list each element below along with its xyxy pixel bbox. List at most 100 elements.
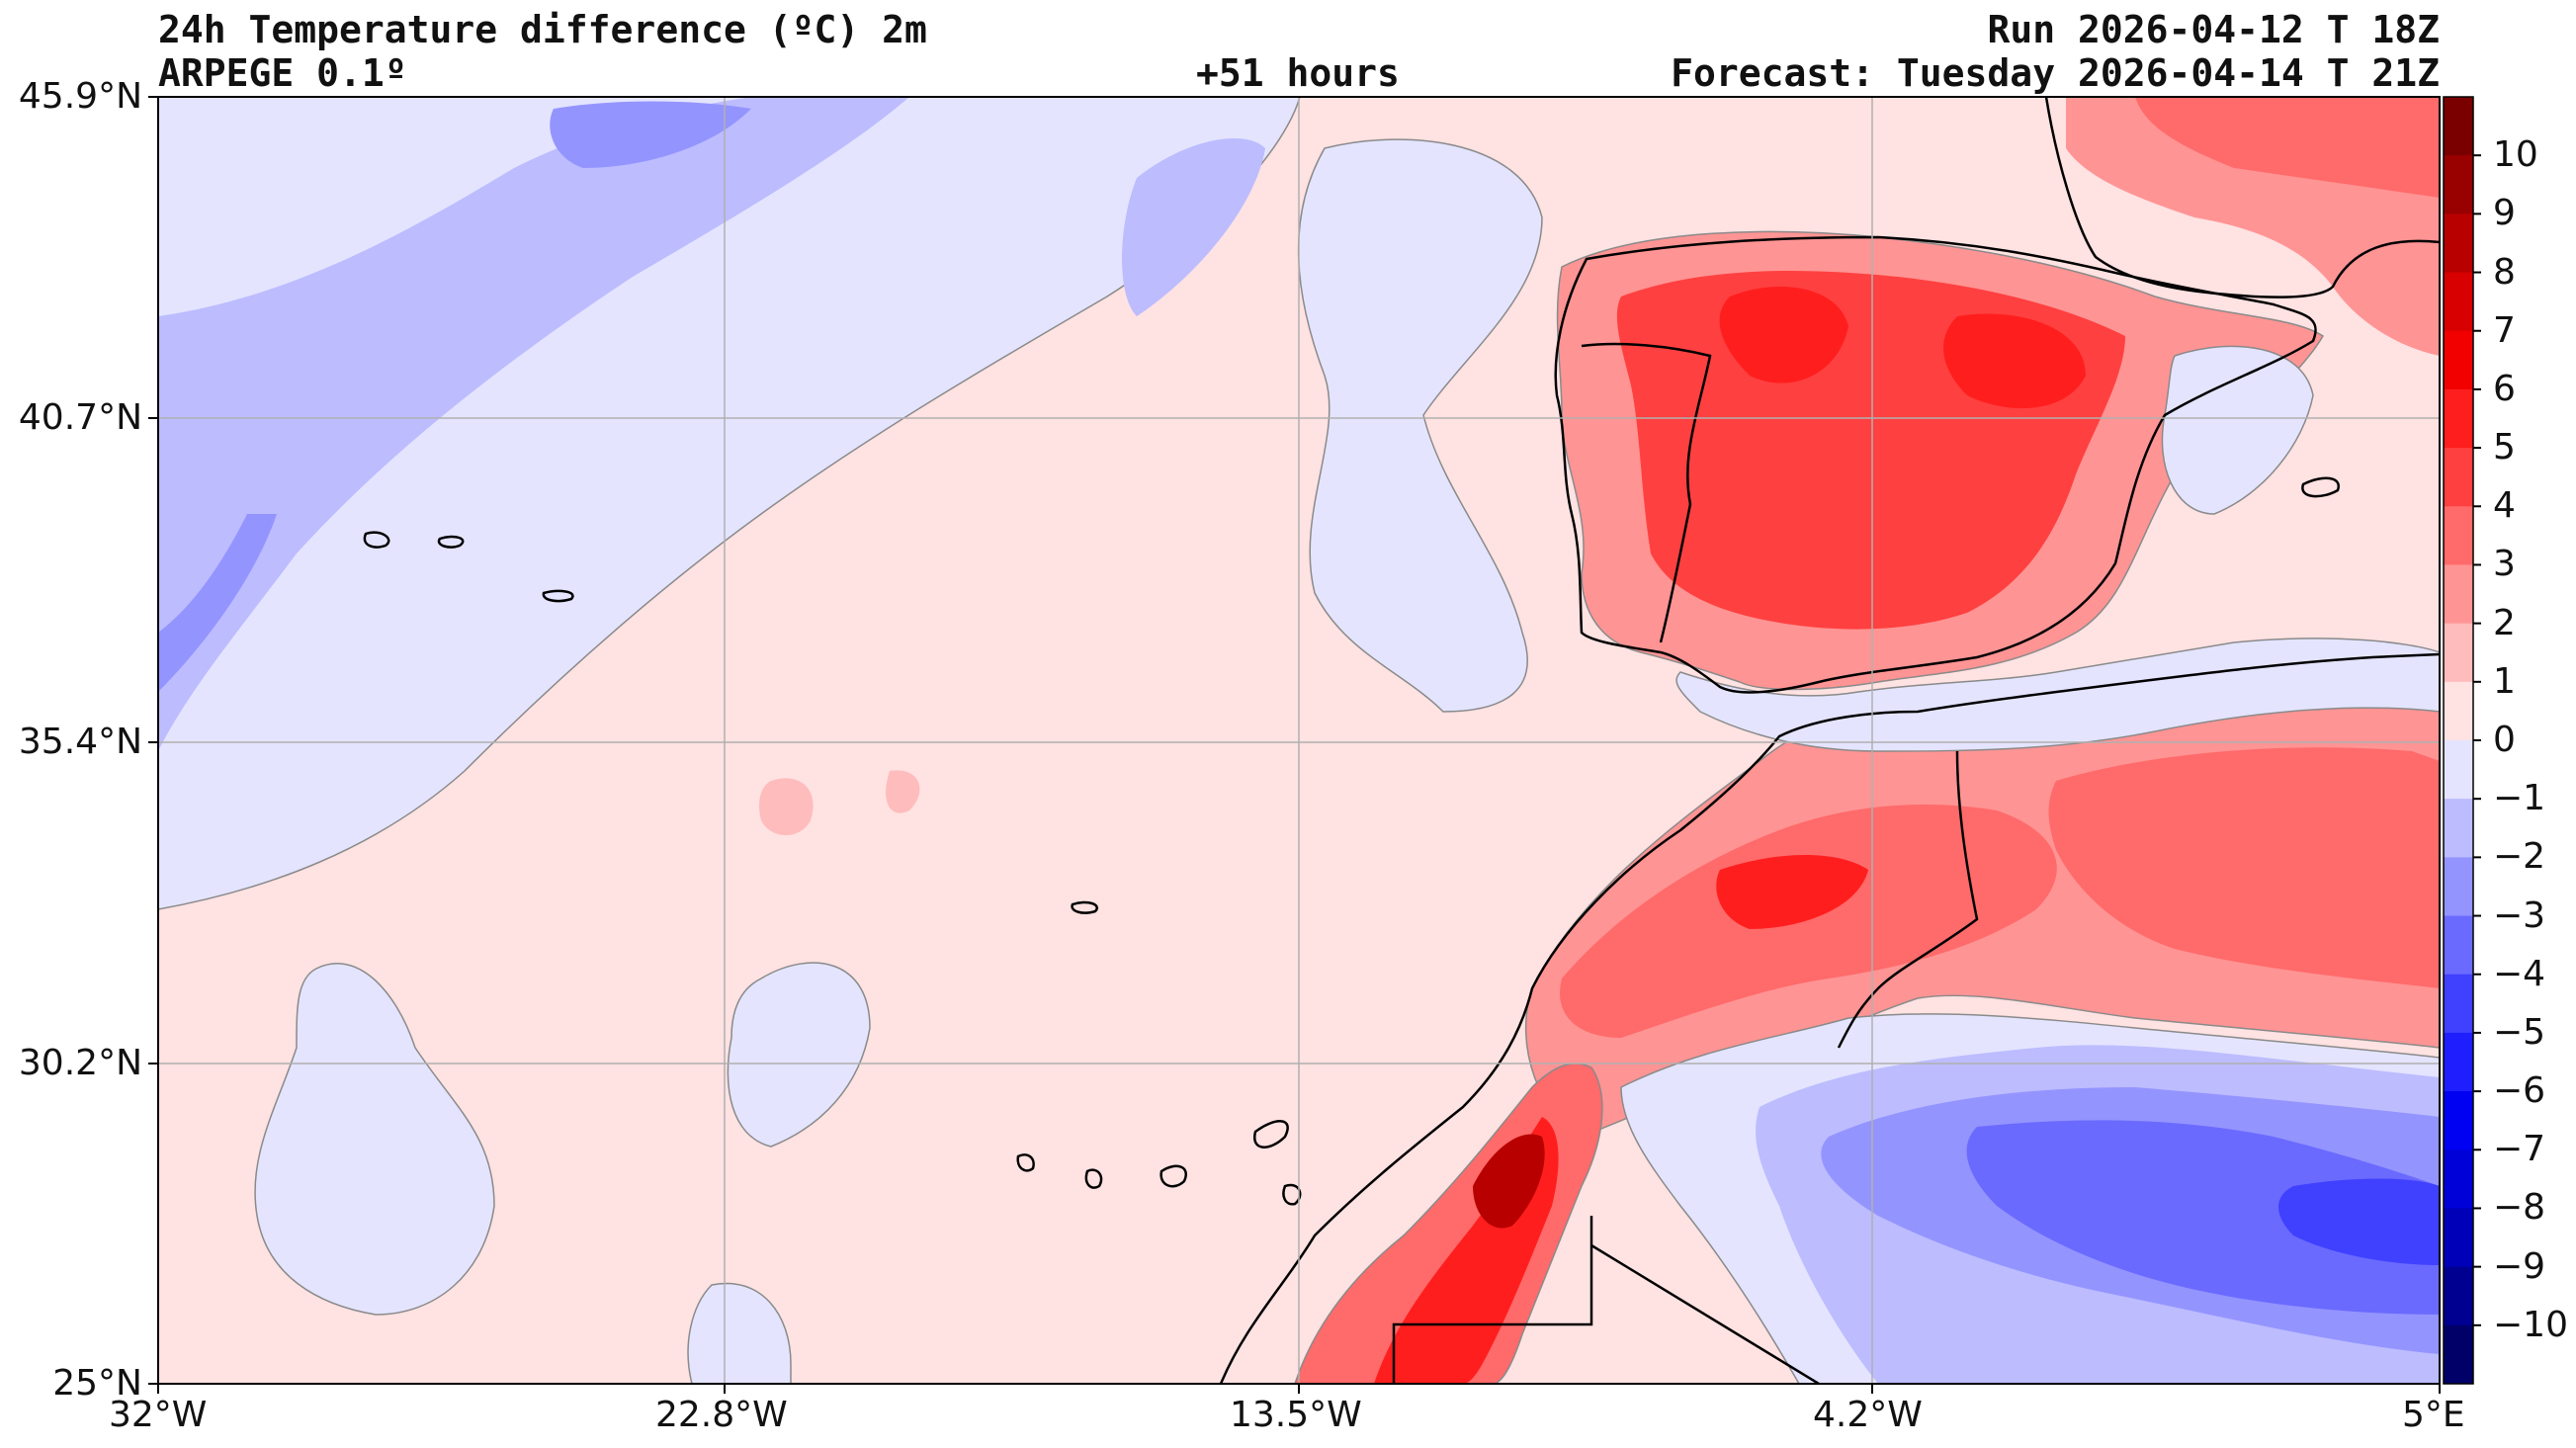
lat-label-1: 45.9°N bbox=[18, 76, 142, 117]
azores-island-3 bbox=[542, 589, 574, 603]
warming-france-core bbox=[2135, 97, 2440, 198]
lon-label-1: 32°W bbox=[109, 1395, 208, 1435]
iberia-coastline bbox=[1554, 235, 2317, 694]
colorbar-label: −10 bbox=[2493, 1304, 2568, 1345]
colorbar-swatch bbox=[2444, 915, 2473, 976]
azores-island-1 bbox=[363, 531, 390, 549]
madeira-island bbox=[1071, 900, 1098, 914]
islands bbox=[363, 476, 2340, 1206]
colorbar-swatch bbox=[2444, 623, 2473, 683]
colorbar-label: 10 bbox=[2493, 134, 2538, 176]
lat-label-2: 40.7°N bbox=[18, 397, 142, 438]
colorbar-label: 4 bbox=[2493, 485, 2516, 527]
colorbar bbox=[2443, 96, 2481, 1385]
warming-morocco-hot bbox=[1716, 855, 1868, 929]
colorbar-label: 3 bbox=[2493, 544, 2516, 585]
warming-patch-atlantic-2 bbox=[886, 770, 920, 813]
canary-island-2 bbox=[1159, 1164, 1187, 1188]
lat-label-5: 25°N bbox=[52, 1363, 142, 1404]
cooling-patch-south-2 bbox=[687, 1282, 792, 1384]
cooling-core-1 bbox=[158, 514, 277, 692]
cooling-sahara-core bbox=[2278, 1178, 2440, 1265]
run-time: Run 2026-04-12 T 18Z bbox=[1987, 8, 2440, 51]
lat-label-4: 30.2°N bbox=[18, 1043, 142, 1083]
colorbar-swatch bbox=[2444, 330, 2473, 390]
colorbar-swatch bbox=[2444, 1032, 2473, 1092]
morocco-algeria-border bbox=[1837, 750, 1979, 1049]
lon-label-4: 4.2°W bbox=[1813, 1395, 1923, 1435]
colorbar-label: 9 bbox=[2493, 193, 2516, 234]
canary-island-4 bbox=[1016, 1153, 1035, 1172]
colorbar-swatch bbox=[2444, 1208, 2473, 1268]
morocco-coastline bbox=[1219, 652, 2440, 1384]
colorbar-label: 6 bbox=[2493, 368, 2516, 409]
colorbar-label: 8 bbox=[2493, 251, 2516, 293]
colorbar-label: 2 bbox=[2493, 602, 2516, 643]
colorbar-label: 0 bbox=[2493, 720, 2516, 760]
warming-north-africa-core bbox=[1560, 805, 2057, 1038]
colorbar-label: −7 bbox=[2493, 1129, 2546, 1170]
colorbar-label: −1 bbox=[2493, 778, 2546, 819]
cooling-alboran bbox=[1675, 638, 2440, 752]
colorbar-swatch bbox=[2444, 740, 2473, 800]
colorbar-label: −8 bbox=[2493, 1187, 2546, 1229]
cooling-patch-central bbox=[1297, 138, 1543, 713]
contour-fields bbox=[158, 97, 2440, 1384]
colorbar-label: 5 bbox=[2493, 427, 2516, 468]
azores-island-2 bbox=[437, 535, 465, 549]
colorbar-label: −3 bbox=[2493, 894, 2546, 936]
cooling-patch-canary-sea bbox=[727, 962, 871, 1148]
warming-algeria-core bbox=[2048, 747, 2440, 988]
cooling-core-2 bbox=[550, 101, 751, 168]
canary-island-1 bbox=[1252, 1120, 1289, 1149]
colorbar-label: −4 bbox=[2493, 953, 2546, 994]
colorbar-swatch bbox=[2444, 1091, 2473, 1150]
colorbar-swatch bbox=[2444, 564, 2473, 625]
colorbar-label: 1 bbox=[2493, 660, 2516, 702]
colorbar-swatch bbox=[2444, 448, 2473, 507]
cooling-patch-south bbox=[254, 963, 495, 1316]
colorbar-swatch bbox=[2444, 1150, 2473, 1209]
lon-label-5: 5°E bbox=[2402, 1395, 2465, 1435]
coastlines bbox=[1219, 97, 2440, 1384]
balearic-island bbox=[2301, 476, 2340, 498]
colorbar-swatch bbox=[2444, 388, 2473, 449]
colorbar-label: −5 bbox=[2493, 1011, 2546, 1053]
colorbar-swatch bbox=[2444, 799, 2473, 858]
colorbar-label: −9 bbox=[2493, 1245, 2546, 1287]
canary-island-3 bbox=[1084, 1168, 1103, 1189]
warming-sahara-hot bbox=[1473, 1134, 1545, 1229]
chart-title: 24h Temperature difference (ºC) 2m bbox=[158, 8, 927, 51]
lead-time: +51 hours bbox=[1196, 51, 1400, 95]
gridlines bbox=[158, 97, 2440, 1384]
warming-patch-atlantic bbox=[759, 778, 814, 835]
western-sahara-border bbox=[1392, 1216, 1820, 1384]
colorbar-swatch bbox=[2444, 272, 2473, 332]
colorbar-label: 7 bbox=[2493, 309, 2516, 351]
france-coastline bbox=[2044, 97, 2440, 298]
colorbar-swatch bbox=[2444, 974, 2473, 1034]
colorbar-swatch bbox=[2444, 213, 2473, 274]
colorbar-swatch bbox=[2444, 97, 2473, 156]
model-name: ARPEGE 0.1º bbox=[158, 51, 407, 95]
warming-iberia-hot bbox=[1719, 287, 2086, 409]
colorbar-label: −6 bbox=[2493, 1070, 2546, 1112]
lon-label-2: 22.8°W bbox=[655, 1395, 788, 1435]
colorbar-swatch bbox=[2444, 1266, 2473, 1326]
cooling-band-1 bbox=[158, 97, 909, 751]
colorbar-label: −2 bbox=[2493, 836, 2546, 878]
colorbar-swatch bbox=[2444, 681, 2473, 741]
portugal-border bbox=[1581, 342, 1712, 643]
colorbar-swatch bbox=[2444, 857, 2473, 917]
colorbar-swatch bbox=[2444, 155, 2473, 214]
axis-ticks bbox=[148, 96, 2441, 1394]
forecast-time: Forecast: Tuesday 2026-04-14 T 21Z bbox=[1671, 51, 2440, 95]
colorbar-swatch bbox=[2444, 1324, 2473, 1385]
cooling-sahara-4 bbox=[1966, 1120, 2440, 1315]
lon-label-3: 13.5°W bbox=[1230, 1395, 1362, 1435]
canary-island-5 bbox=[1282, 1183, 1302, 1206]
colorbar-swatch bbox=[2444, 506, 2473, 565]
lat-label-3: 35.4°N bbox=[18, 722, 142, 762]
cooling-band-2 bbox=[1122, 138, 1265, 316]
